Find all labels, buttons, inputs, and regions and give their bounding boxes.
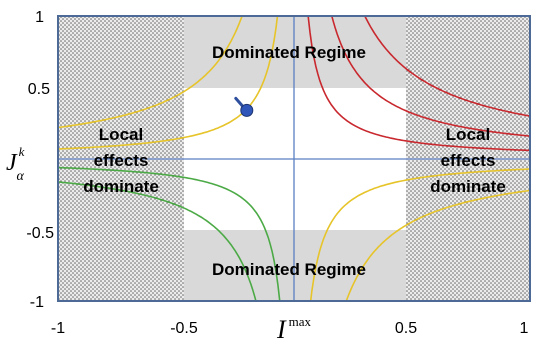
y-tick-label: 0.5 (28, 81, 50, 98)
red-curve (363, 16, 530, 117)
left-region-label-line1: Local (99, 125, 143, 144)
red-curve (330, 16, 530, 137)
red-curve (307, 16, 530, 152)
x-tick-label: 0.5 (395, 320, 417, 337)
right-region-label-line3: dominate (430, 177, 506, 196)
curve-group (58, 16, 530, 301)
left-region-label-line3: dominate (83, 177, 159, 196)
right-region-label-line2: effects (441, 151, 496, 170)
y-tick-label: 1 (35, 9, 44, 26)
current-point-marker (234, 96, 254, 117)
bottom-region-label: Dominated Regime (212, 260, 366, 279)
yellow-curve (58, 16, 243, 129)
plot-frame (57, 15, 531, 302)
green-curve (58, 166, 281, 301)
yellow-curve (345, 189, 530, 301)
x-axis-label-main: I (276, 315, 287, 344)
y-axis-label-main: J (6, 150, 18, 176)
y-tick-label: -1 (30, 294, 44, 311)
y-axis-label-sub: α (16, 169, 24, 184)
top-region-label: Dominated Regime (212, 43, 366, 62)
x-axis-label-sup: max (289, 314, 312, 329)
green-curve (58, 181, 257, 301)
y-axis-label-sup: k (19, 144, 25, 159)
x-tick-label: -1 (51, 320, 65, 337)
x-tick-label: 1 (520, 320, 529, 337)
left-region-label-line2: effects (94, 151, 149, 170)
right-region-label-line1: Local (446, 125, 490, 144)
yellow-curve (309, 168, 530, 301)
y-tick-label: -0.5 (26, 225, 54, 242)
x-tick-label: -0.5 (170, 320, 198, 337)
